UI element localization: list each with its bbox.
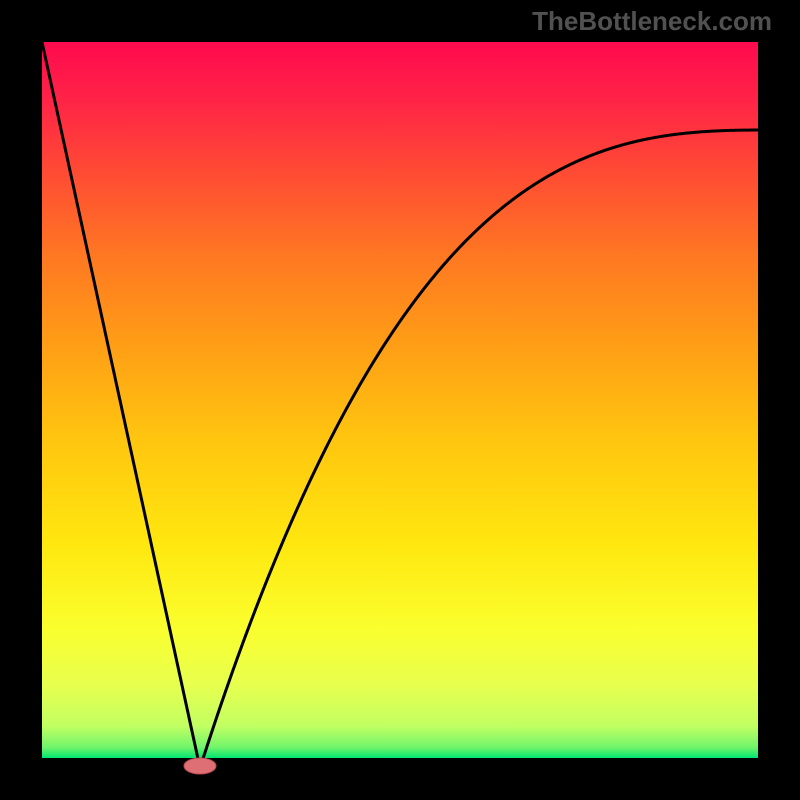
plot-gradient-background bbox=[42, 42, 758, 758]
optimal-point-marker bbox=[184, 758, 216, 774]
watermark-label: TheBottleneck.com bbox=[532, 6, 772, 37]
chart-container: TheBottleneck.com bbox=[0, 0, 800, 800]
chart-svg bbox=[0, 0, 800, 800]
